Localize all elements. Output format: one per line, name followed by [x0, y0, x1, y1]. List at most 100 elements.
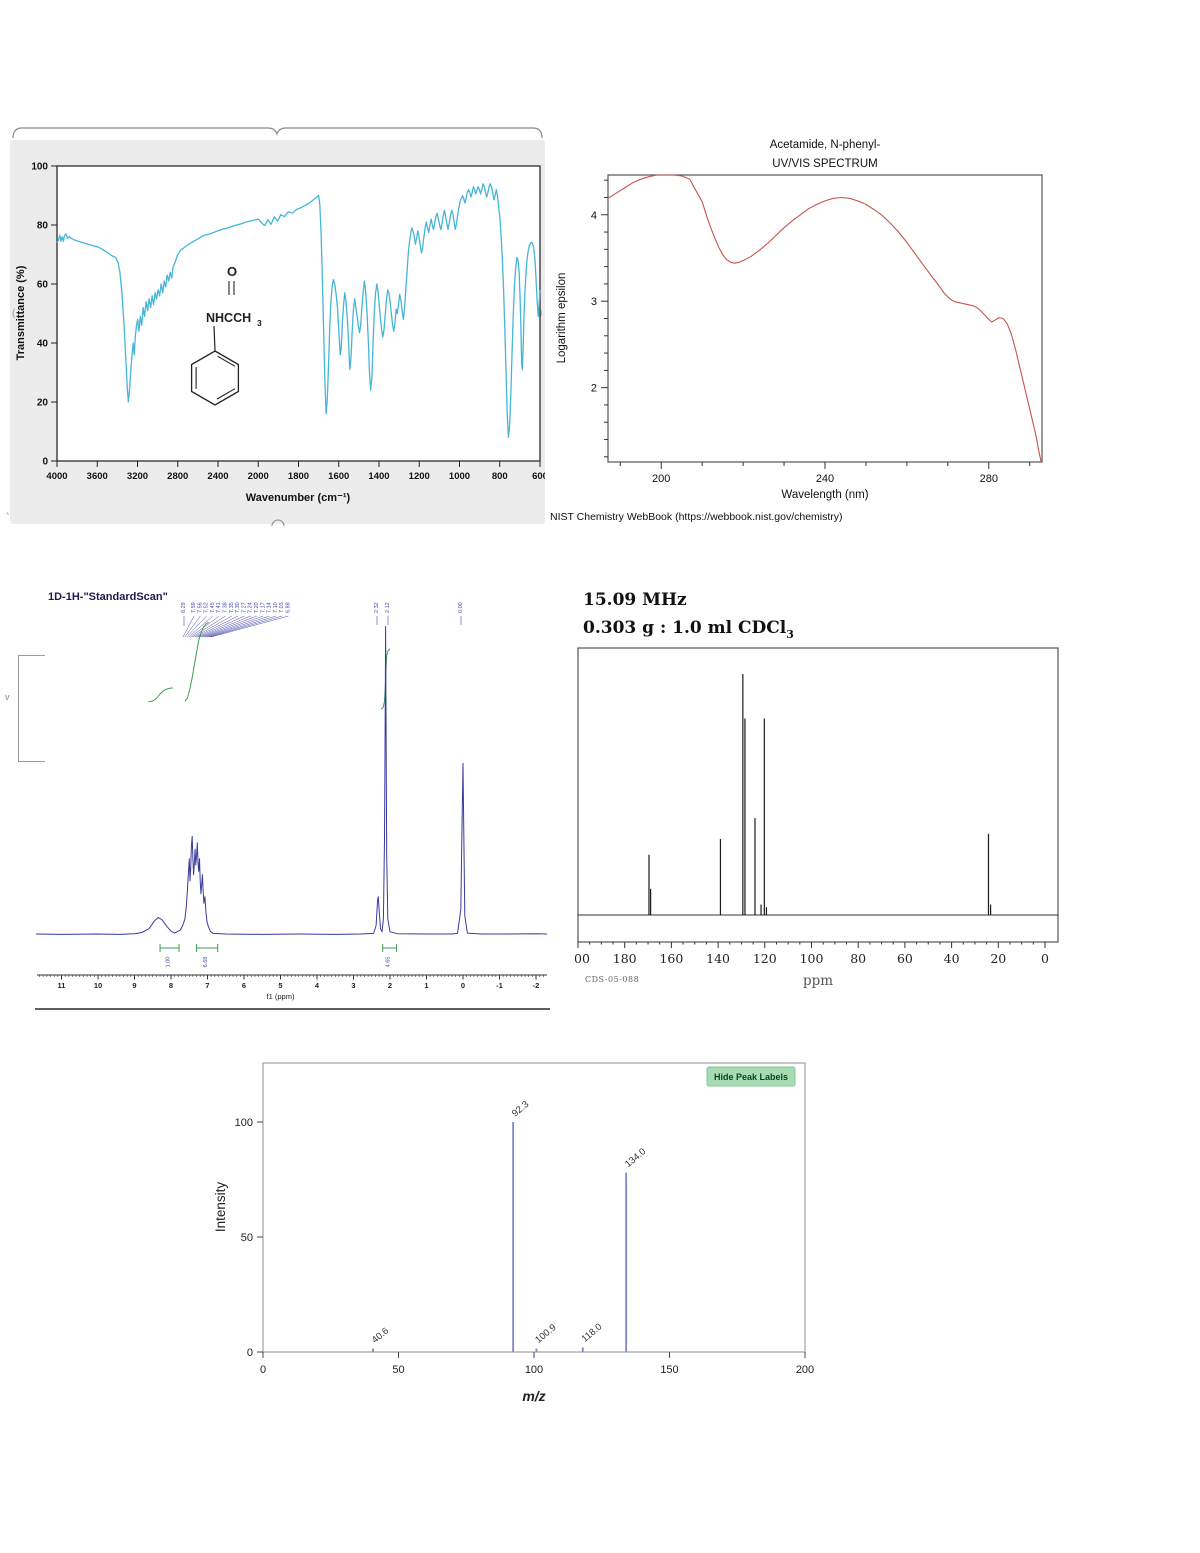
ir-trace: [56, 183, 541, 439]
x-axis-label: m/z: [522, 1388, 545, 1404]
ir-spectrum-panel: ()10080604020040003600320028002400200018…: [10, 123, 545, 537]
peak-shift-label: 2.12: [385, 602, 391, 613]
h1-nmr-spectrum-chart: 1D-1H-"StandardScan" 8.29 7.59 7.56 7.52 7.45…: [35, 591, 550, 1010]
y-tick-label: 2: [591, 383, 597, 395]
x-tick-label: 2800: [167, 471, 188, 482]
peak-shift-label: 8.29: [181, 602, 187, 613]
peak-label-leader: [201, 615, 258, 638]
x-tick-label: 600: [532, 471, 545, 482]
x-tick-label: 11: [58, 981, 66, 990]
x-axis-label: Wavenumber (cm⁻¹): [246, 492, 351, 504]
acetanilide-structure: O NHCCH 3: [190, 264, 262, 406]
structure-amide-label: NHCCH: [206, 311, 251, 325]
peak-shift-label: 7.24: [248, 602, 254, 613]
hnmr-trace: [35, 626, 547, 935]
peak-label-leader: [199, 615, 251, 638]
x-tick-label: 200: [796, 1364, 814, 1376]
peak-label-leader: [195, 615, 239, 638]
x-tick-label: 160: [659, 951, 683, 966]
x-tick-label: -1: [496, 981, 503, 990]
x-axis-label: Wavelength (nm): [781, 489, 868, 501]
structure-amide-subscript: 3: [257, 318, 262, 328]
x-tick-label: 1: [424, 981, 428, 990]
peak-shift-label: 7.35: [229, 602, 235, 613]
x-tick-label: 2400: [207, 471, 228, 482]
x-tick-label: 2: [388, 981, 392, 990]
integral-value: 6.68: [203, 957, 209, 968]
ring-double-bond: [217, 355, 236, 367]
x-tick-label: 240: [816, 473, 834, 485]
x-tick-label: 3200: [127, 471, 148, 482]
peak-shift-label: 7.38: [223, 602, 229, 613]
y-tick-label: 20: [37, 398, 49, 409]
y-axis-label: Logarithm epsilon: [556, 273, 568, 364]
y-tick-label: 0: [42, 457, 48, 468]
y-tick-label: 80: [37, 221, 49, 232]
ring-double-bond: [216, 388, 236, 400]
peak-shift-label: 7.14: [267, 602, 273, 613]
y-tick-label: 50: [241, 1232, 253, 1244]
cnmr-header-solution: 0.303 g : 1.0 ml CDCl3: [583, 618, 794, 641]
x-tick-label: 60: [897, 951, 913, 966]
uv-title-line1: Acetamide, N-phenyl-: [770, 139, 881, 151]
x-axis-label: f1 (ppm): [267, 992, 295, 1001]
structure-oxygen-label: O: [227, 264, 237, 279]
x-tick-label: 150: [660, 1364, 678, 1376]
c13-nmr-spectrum-chart: 15.09 MHz 0.303 g : 1.0 ml CDCl3 0 20 40 60 80…: [575, 590, 1059, 989]
x-tick-label: 8: [169, 981, 173, 990]
nist-caption: NIST Chemistry WebBook (https://webbook.…: [550, 511, 843, 523]
left-margin-bracket: [18, 655, 45, 762]
button-label[interactable]: Hide Peak Labels: [714, 1072, 788, 1082]
y-tick-label: 4: [591, 210, 597, 222]
x-tick-label: 6: [242, 981, 246, 990]
y-tick-label: 3: [591, 296, 597, 308]
x-tick-label: 0: [461, 981, 465, 990]
h1-nmr-spectrum-panel: 1D-1H-"StandardScan" 8.29 7.59 7.56 7.52 7.45…: [35, 585, 550, 1017]
crop-notch-bottom: [271, 519, 285, 527]
x-tick-label: 140: [706, 951, 730, 966]
peak-shift-label: 7.52: [204, 602, 210, 613]
x-tick-label: -2: [533, 981, 540, 990]
peak-label-leader: [190, 615, 220, 638]
hide-peak-labels-button[interactable]: Hide Peak Labels: [706, 1066, 796, 1087]
y-tick-label: 0: [247, 1347, 253, 1359]
x-tick-label: 0: [1041, 951, 1049, 966]
x-tick-label: 1600: [328, 471, 349, 482]
x-tick-label: 200: [652, 473, 670, 485]
peak-label-leader: [203, 615, 264, 638]
peak-label-leader: [209, 615, 283, 638]
crop-handle-left: (: [12, 308, 16, 319]
x-tick-label: 4: [315, 981, 320, 990]
x-tick-label: 100: [525, 1364, 543, 1376]
peak-label-leader: [197, 615, 245, 638]
y-tick-label: 100: [235, 1117, 253, 1129]
uv-plot-frame: [607, 174, 1043, 463]
x-tick-label: 80: [850, 951, 866, 966]
cnmr-footer-id: CDS-05-088: [585, 975, 639, 984]
y-tick-label: 100: [31, 162, 48, 173]
peak-shift-label: 7.41: [216, 602, 222, 613]
peak-shift-label: 7.20: [254, 602, 260, 613]
x-tick-label: 120: [753, 951, 777, 966]
y-axis-label: Intensity: [213, 1182, 228, 1233]
peak-shift-label: 7.59: [191, 602, 197, 613]
x-tick-label: 20: [990, 951, 1006, 966]
crop-brace-top: [12, 127, 543, 139]
peak-label-leader: [207, 615, 276, 638]
cnmr-plot-frame: [577, 647, 1059, 943]
peak-shift-label: 7.56: [197, 602, 203, 613]
button-background[interactable]: [706, 1066, 796, 1087]
corner-artifact-mark: `: [6, 512, 10, 524]
x-tick-label: 7: [205, 981, 209, 990]
y-tick-label: 60: [37, 280, 49, 291]
uv-trace: [607, 174, 1042, 463]
v-artifact-mark: v: [5, 692, 10, 702]
x-tick-label: 40: [944, 951, 960, 966]
x-axis-label: ppm: [803, 973, 833, 989]
y-tick-label: 40: [37, 339, 49, 350]
x-tick-label: 3: [351, 981, 355, 990]
cnmr-header-frequency: 15.09 MHz: [583, 590, 687, 610]
peak-shift-label: 7.30: [235, 602, 241, 613]
